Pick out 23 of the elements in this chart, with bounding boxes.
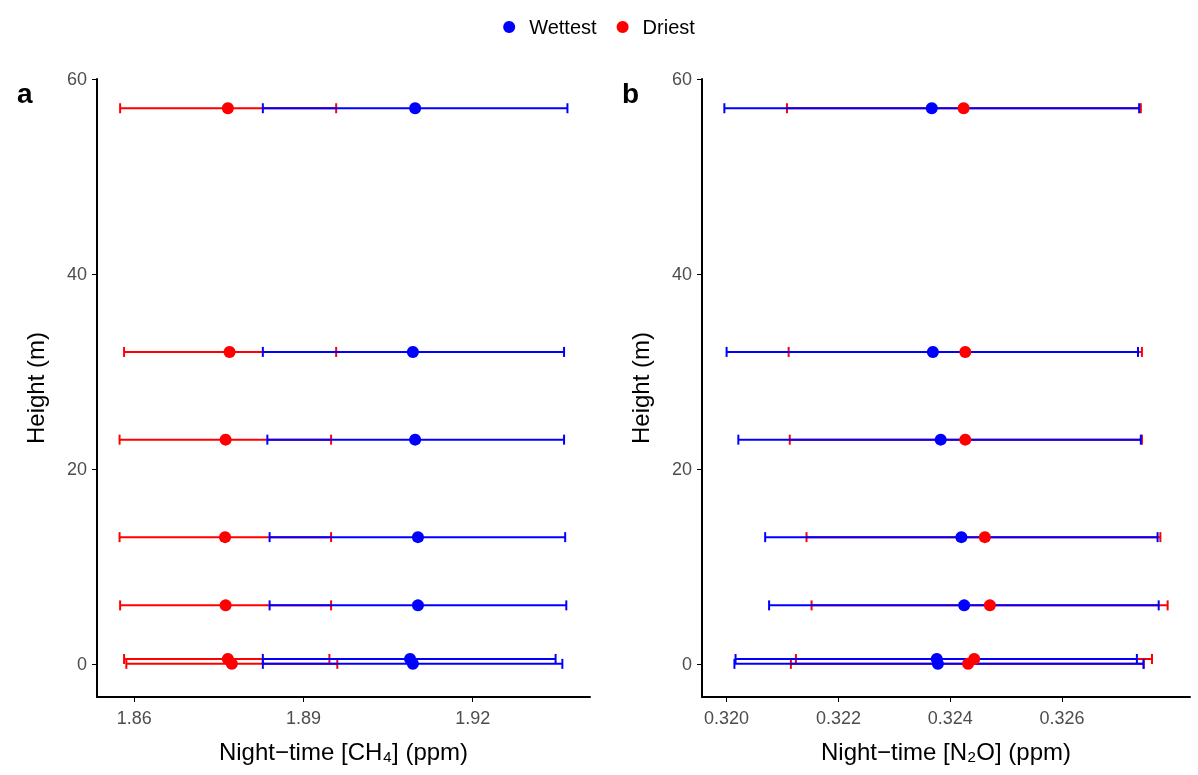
y-tick-label: 40 (671, 263, 692, 284)
y-tick-label: 0 (681, 653, 692, 674)
y-tick-label: 40 (66, 263, 87, 284)
x-axis-title: Night−time [N₂O] (ppm) (820, 737, 1072, 765)
chart-title: b (622, 77, 640, 109)
y-tick-label: 60 (66, 69, 87, 89)
y-tick-label: 20 (671, 458, 692, 479)
y-tick-label: 60 (671, 69, 692, 89)
x-tick-label: 0.324 (927, 708, 973, 728)
y-axis-title: Height (m) (21, 331, 49, 445)
x-axis-title: Night−time [CH₄] (ppm) (218, 737, 469, 765)
y-tick-label: 20 (66, 458, 87, 479)
x-tick-label: 1.89 (285, 708, 321, 728)
x-tick-label: 0.322 (815, 708, 861, 728)
y-axis-title: Height (m) (626, 331, 654, 445)
x-tick-label: 1.92 (455, 708, 491, 728)
y-tick-label: 0 (76, 653, 87, 674)
legend-label: Wettest (529, 16, 598, 38)
chart-title: a (17, 77, 33, 109)
x-tick-label: 0.320 (704, 708, 750, 728)
x-tick-label: 0.326 (1039, 708, 1085, 728)
legend-label: Driest (642, 16, 696, 38)
x-tick-label: 1.86 (116, 708, 152, 728)
